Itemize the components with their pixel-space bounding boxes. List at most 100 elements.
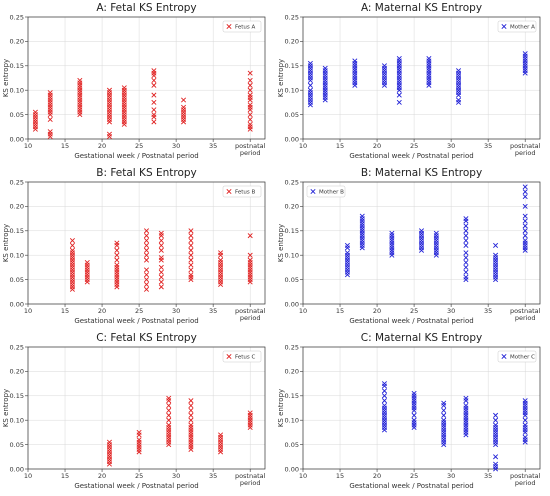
data-point [166,395,172,401]
legend-marker [310,188,316,195]
data-point [381,425,387,431]
chart-svg: A: Maternal KS Entropy 0.00 0.05 0.10 0.15 0.… [277,2,541,160]
data-point [218,264,224,270]
data-point [352,75,358,81]
x-tick-label: postnatal period [510,142,541,157]
data-point [218,437,224,443]
data-point [381,65,387,71]
data-point [247,252,253,258]
data-point [121,92,127,98]
data-point [106,87,112,93]
data-point [218,446,224,452]
x-tick-label: 30 [447,142,455,150]
y-tick-label: 0.10 [285,417,299,425]
data-point [121,102,127,108]
data-point [344,257,350,263]
x-tick-label: 10 [299,307,307,315]
x-axis-label: Gestational week / Postnatal period [74,317,198,325]
y-tick-label: 0.05 [10,111,24,119]
y-tick-label: 0.15 [10,227,24,235]
data-point [463,427,469,433]
data-point [381,68,387,74]
data-point [389,250,395,256]
data-point [322,97,328,103]
y-tick-label: 0.10 [10,87,24,95]
data-point [106,102,112,108]
data-point [143,252,150,258]
data-point [433,242,439,248]
data-point [418,235,425,241]
panel-b-fetal: B: Fetal KS Entropy 0.00 0.05 0.10 0.15 0.20 0… [0,165,275,330]
chart-title: B: Maternal KS Entropy [361,167,482,179]
data-point [359,216,365,222]
x-tick-label: 25 [135,142,143,150]
data-point [181,107,187,113]
data-point [47,104,53,110]
legend-box [222,185,262,198]
x-tick-label: 15 [61,307,69,315]
data-point [456,90,462,96]
data-point [344,262,350,268]
data-point [166,434,172,440]
data-point [493,269,499,275]
data-point [188,412,194,418]
data-point [352,58,358,64]
data-point [418,233,425,239]
data-point [69,279,75,285]
data-point [188,274,194,280]
data-point [359,223,365,229]
x-tick-label: postnatal period [510,307,541,322]
data-point [188,429,194,435]
y-tick-label: 0.25 [10,13,24,21]
data-point [247,257,253,263]
legend: Mother C [497,350,537,363]
data-point [433,238,439,244]
y-tick-label: 0.15 [10,392,24,400]
panel-c-maternal: C: Maternal KS Entropy 0.00 0.05 0.10 0.15 0.… [275,330,550,495]
x-tick-label: postnatal period [235,307,266,322]
data-point [307,90,313,96]
data-point [396,68,402,74]
data-point [441,432,447,438]
data-point [136,437,142,443]
data-point [322,70,328,76]
data-point [77,92,83,98]
data-point [359,240,365,246]
legend: Fetus B [222,185,262,198]
series-fetus-c [106,395,253,467]
data-point [181,104,187,110]
data-point [426,80,432,86]
data-point [426,60,432,66]
data-point [418,238,425,244]
data-point [106,119,112,125]
data-point [188,252,194,258]
data-point [433,240,439,246]
data-point [389,233,395,239]
y-tick-label: 0.20 [285,38,299,46]
x-tick-label: 15 [336,142,344,150]
panel-b-maternal: B: Maternal KS Entropy 0.00 0.05 0.10 0.15 0.… [275,165,550,330]
data-point [218,267,224,273]
plot-frame [302,346,541,470]
data-point [158,257,164,263]
data-point [381,63,387,69]
data-point [344,255,350,261]
data-point [463,274,469,280]
data-point [322,77,328,83]
data-point [493,255,499,261]
data-point [188,247,194,253]
data-point [381,70,387,76]
data-point [77,102,83,108]
data-point [381,383,387,389]
data-point [77,80,83,86]
data-point [158,274,164,280]
y-tick-label: 0.00 [10,300,24,308]
chart-svg: C: Maternal KS Entropy 0.00 0.05 0.10 0.15 0.… [277,332,541,490]
data-point [359,242,365,248]
y-tick-label: 0.05 [10,441,24,449]
legend-marker [226,188,232,195]
data-point [307,102,313,108]
data-point [433,235,439,241]
data-point [47,131,53,137]
